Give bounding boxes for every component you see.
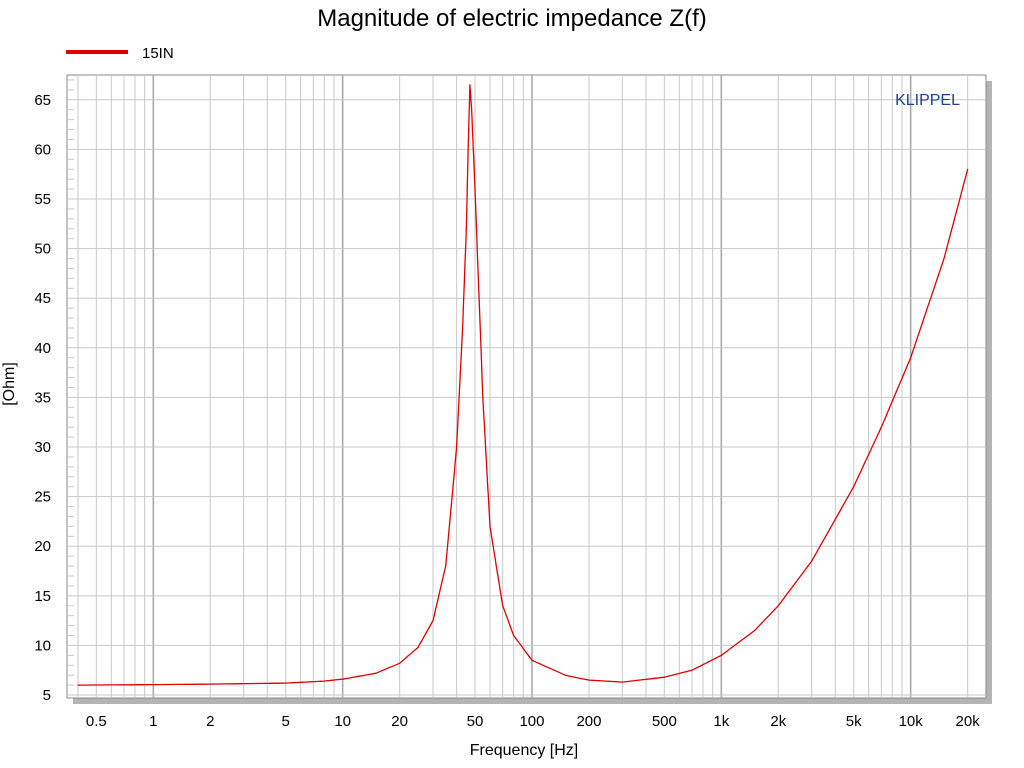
- data-point: [432, 620, 434, 622]
- y-tick-label: 5: [43, 687, 51, 704]
- data-point: [467, 148, 469, 151]
- plot-area: [66, 74, 987, 699]
- data-point: [465, 228, 467, 230]
- x-tick-label: 10k: [899, 713, 924, 730]
- data-point: [943, 257, 945, 260]
- data-point: [502, 605, 504, 607]
- data-point: [456, 446, 458, 448]
- data-point: [461, 327, 464, 329]
- data-point: [663, 676, 665, 678]
- data-point: [209, 683, 211, 685]
- data-point: [720, 654, 722, 656]
- x-tick-label: 2: [206, 713, 214, 730]
- data-point: [967, 168, 969, 170]
- legend: 15IN: [66, 45, 174, 62]
- y-tick-labels: 5 10 15 20 25 30 35 40 45 50 55 60 65: [34, 92, 51, 704]
- data-point: [285, 682, 287, 684]
- data-point: [621, 681, 623, 683]
- data-point: [564, 674, 566, 676]
- data-point: [777, 605, 779, 607]
- data-point: [323, 680, 325, 682]
- y-tick-label: 10: [34, 637, 51, 654]
- data-point: [588, 679, 590, 681]
- data-point: [513, 634, 515, 637]
- data-point: [910, 357, 912, 359]
- y-tick-label: 50: [34, 241, 51, 258]
- data-point: [77, 684, 79, 686]
- data-point: [152, 684, 154, 686]
- data-point: [880, 426, 882, 428]
- data-point: [445, 565, 447, 567]
- y-axis-label: [Ohm]: [1, 362, 18, 406]
- x-tick-label: 2k: [770, 713, 786, 730]
- y-minor-ticks: [67, 79, 74, 686]
- x-tick-label: 10: [334, 713, 351, 730]
- brand-watermark: KLIPPEL: [895, 92, 960, 109]
- legend-label-15IN: 15IN: [142, 45, 174, 62]
- y-tick-label: 25: [34, 489, 51, 506]
- chart-title: Magnitude of electric impedance Z(f): [317, 5, 707, 32]
- y-tick-label: 60: [34, 141, 51, 158]
- data-point: [691, 669, 693, 671]
- x-tick-label: 100: [519, 713, 544, 730]
- x-tick-label: 1: [149, 713, 157, 730]
- data-point: [853, 486, 855, 488]
- x-tick-labels: 0.5 1 2 5 10 20 50 100 200 500 1k 2k 5k 10k 20k: [86, 713, 980, 730]
- y-tick-label: 15: [34, 588, 51, 605]
- data-point: [474, 188, 476, 190]
- x-tick-label: 1k: [713, 713, 729, 730]
- y-tick-label: 45: [34, 290, 51, 307]
- x-tick-label: 20: [391, 713, 408, 730]
- y-tick-label: 20: [34, 538, 51, 555]
- data-point: [469, 84, 471, 86]
- y-tick-label: 65: [34, 92, 51, 109]
- y-tick-label: 35: [34, 389, 51, 406]
- x-axis-label: Frequency [Hz]: [470, 742, 578, 759]
- data-point: [471, 109, 473, 111]
- x-tick-label: 0.5: [86, 713, 107, 730]
- data-point: [417, 646, 419, 649]
- x-tick-label: 200: [576, 713, 601, 730]
- x-tick-label: 500: [652, 713, 677, 730]
- data-point: [375, 672, 377, 674]
- x-tick-label: 50: [467, 713, 484, 730]
- data-point: [754, 629, 756, 632]
- data-point: [399, 662, 401, 664]
- data-point: [811, 560, 813, 562]
- x-tick-label: 5: [281, 713, 289, 730]
- x-tick-label: 20k: [956, 713, 981, 730]
- x-tick-label: 5k: [846, 713, 862, 730]
- y-tick-label: 55: [34, 191, 51, 208]
- grid: [67, 75, 986, 698]
- data-point: [342, 678, 344, 680]
- data-point: [482, 396, 484, 399]
- y-tick-label: 30: [34, 439, 51, 456]
- series-layer: [77, 84, 969, 686]
- data-point: [489, 525, 491, 527]
- y-tick-label: 40: [34, 340, 51, 357]
- data-point: [531, 659, 533, 661]
